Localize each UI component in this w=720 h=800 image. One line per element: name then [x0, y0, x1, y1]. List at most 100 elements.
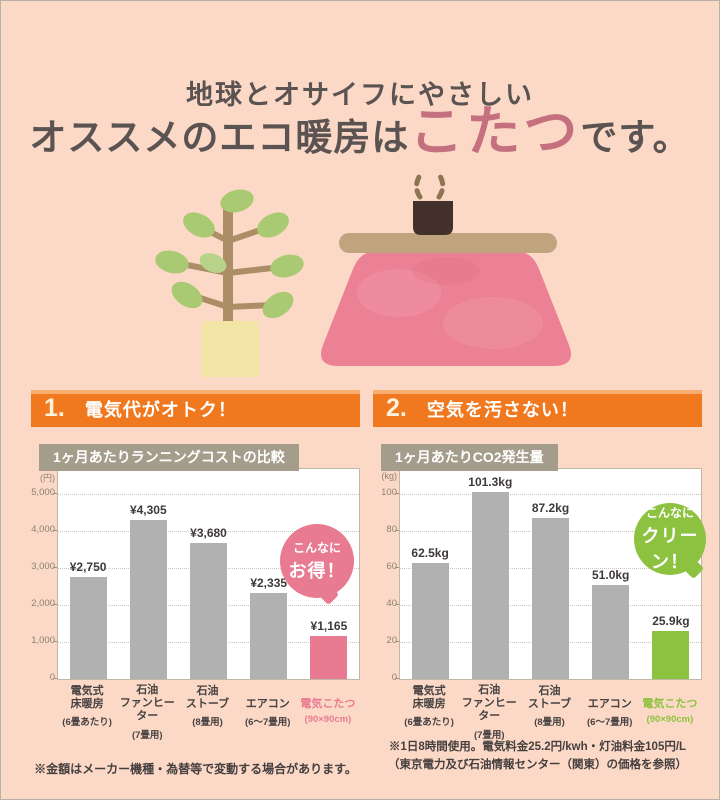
x-category: 石油 ファンヒーター (7畳用): [117, 684, 177, 741]
footnote-co2-line2: （東京電力及び石油情報センター（関東）の価格を参照）: [388, 759, 687, 772]
x-category-name: 電気こたつ: [642, 697, 698, 710]
kotatsu-icon: [321, 170, 571, 366]
y-tick-label: 80: [386, 524, 397, 535]
x-category-size: (7畳用): [131, 729, 163, 741]
y-tick-mark: [53, 493, 57, 494]
gridline: [58, 531, 359, 532]
bar-value-label: ¥4,305: [129, 502, 167, 517]
header-title: オススメのエコ暖房はこたつです。: [1, 99, 719, 172]
section-cost-banner: 1. 電気代がオトク！: [31, 390, 360, 427]
bar: [250, 592, 288, 679]
x-category-size: (6畳あたり): [404, 717, 454, 728]
y-axis-unit: (円): [40, 473, 55, 483]
bar: [652, 631, 690, 679]
y-tick-label: 20: [386, 635, 397, 646]
x-category-name: エアコン: [587, 697, 632, 710]
bar-value-label: ¥1,165: [310, 618, 348, 633]
badge-line1: こんなに: [645, 506, 694, 520]
y-tick-mark: [53, 604, 57, 605]
bar: [592, 584, 630, 679]
chart-panel: こんなに お得！ ¥2,750 ¥4,305 ¥3,680 ¥2,335 ¥1,165: [57, 468, 360, 680]
y-tick-label: 4,000: [31, 524, 55, 535]
y-tick-label: 0: [25, 672, 55, 683]
kotatsu-highlight-text: こたつ: [409, 102, 581, 162]
section-air-banner: 2. 空気を汚さない！: [373, 390, 702, 427]
callout-badge-clean: こんなに クリーン！: [634, 503, 706, 580]
x-category-name: 石油 ストーブ: [527, 684, 572, 710]
bar: [190, 542, 227, 679]
x-category: 電気こたつ (90×90cm): [298, 684, 358, 741]
x-category-size: (8畳用): [192, 717, 223, 728]
chart-title-tab: 1ヶ月あたりランニングコストの比較: [39, 444, 299, 471]
x-category-size: (6～7畳用): [587, 717, 633, 728]
y-tick-mark: [395, 604, 399, 605]
y-tick-mark: [395, 567, 399, 568]
y-tick-label: 60: [386, 561, 397, 572]
chart-panel: こんなに クリーン！ 62.5kg 101.3kg 87.2kg 51.0kg 25.9…: [399, 468, 706, 680]
bar-value-label: ¥2,335: [250, 575, 288, 590]
y-tick-label: 0: [367, 672, 397, 683]
section-air: 2. 空気を汚さない！ 1ヶ月あたりCO2発生量 (kg) こんなに クリーン！…: [373, 390, 706, 775]
teacup-icon: [413, 201, 453, 235]
steam-icon: [414, 170, 446, 200]
bar: [471, 491, 509, 679]
y-tick-label: 5,000: [31, 487, 55, 498]
y-tick-mark: [53, 567, 57, 568]
bar-value-label: 87.2kg: [531, 500, 570, 515]
x-category-name: 石油 ファンヒーター: [461, 684, 517, 723]
bar-value-label: 51.0kg: [592, 567, 630, 582]
kotatsu-illustration: [141, 170, 581, 379]
x-category-size: (90×90cm): [304, 714, 352, 725]
kotatsu-tabletop: [339, 233, 557, 253]
x-category-name: 電気式 床暖房: [412, 684, 446, 710]
y-tick-mark: [53, 530, 57, 531]
x-category-size: (8畳用): [534, 717, 565, 728]
bar-value-label: ¥3,680: [190, 525, 227, 540]
bar: [310, 635, 348, 679]
bar-value-label: 25.9kg: [652, 614, 690, 629]
bar-value-label: 62.5kg: [411, 546, 449, 561]
section-cost: 1. 電気代がオトク！ 1ヶ月あたりランニングコストの比較 (円) こんなに お…: [31, 390, 360, 777]
bar: [411, 563, 449, 679]
x-category-size: (6～7畳用): [245, 717, 291, 728]
footnote-co2-line1: ※1日8時間使用。電気料金25.2円/kwh・灯油料金105円/L: [388, 741, 687, 753]
section-heading: 空気を汚さない！: [426, 399, 579, 420]
gridline: [400, 494, 701, 495]
x-category: エアコン (6～7畳用): [238, 684, 298, 741]
badge-tail: [318, 583, 340, 606]
x-category: 石油 ストーブ (8畳用): [519, 684, 579, 741]
chart-title-tab: 1ヶ月あたりCO2発生量: [381, 444, 558, 471]
chart-co2: 1ヶ月あたりCO2発生量 (kg) こんなに クリーン！ 62.5kg 101.3…: [373, 444, 706, 741]
y-tick-label: 40: [386, 598, 397, 609]
bar-value-label: ¥2,750: [69, 560, 107, 575]
x-category: 電気こたつ (90×90cm): [640, 684, 700, 741]
y-tick-mark: [53, 641, 57, 642]
section-number-badge: 1.: [44, 394, 65, 422]
bar: [129, 519, 167, 679]
badge-line2: お得！: [288, 561, 346, 581]
x-category: 石油 ファンヒーター (7畳用): [459, 684, 519, 741]
section-heading: 電気代がオトク！: [84, 399, 237, 420]
header-title-prefix: オススメのエコ暖房は: [29, 118, 410, 159]
x-category-size: (7畳用): [473, 729, 505, 741]
x-category: 石油 ストーブ (8畳用): [177, 684, 237, 741]
chart-running-cost: 1ヶ月あたりランニングコストの比較 (円) こんなに お得！ ¥2,750 ¥4,…: [31, 444, 360, 741]
x-category-size: (90×90cm): [646, 714, 694, 725]
x-axis-labels: 電気式 床暖房 (6畳あたり) 石油 ファンヒーター (7畳用) 石油 ストーブ (8畳用…: [399, 684, 700, 741]
kotatsu-blanket: [321, 251, 571, 366]
x-category-size: (6畳あたり): [62, 717, 112, 728]
bar: [69, 577, 107, 679]
x-category: エアコン (6～7畳用): [580, 684, 640, 741]
badge-line2: クリーン！: [641, 526, 699, 572]
x-axis-labels: 電気式 床暖房 (6畳あたり) 石油 ファンヒーター (7畳用) 石油 ストーブ (8畳用…: [57, 684, 358, 741]
x-category-name: 石油 ファンヒーター: [119, 684, 175, 723]
y-tick-label: 1,000: [31, 635, 55, 646]
header-title-suffix: です。: [580, 118, 691, 159]
plant-pot: [202, 321, 259, 377]
illustration-svg: [155, 170, 571, 377]
y-tick-mark: [395, 530, 399, 531]
y-tick-label: 100: [381, 487, 397, 498]
bar: [532, 517, 569, 679]
x-category-name: 石油 ストーブ: [185, 684, 230, 710]
